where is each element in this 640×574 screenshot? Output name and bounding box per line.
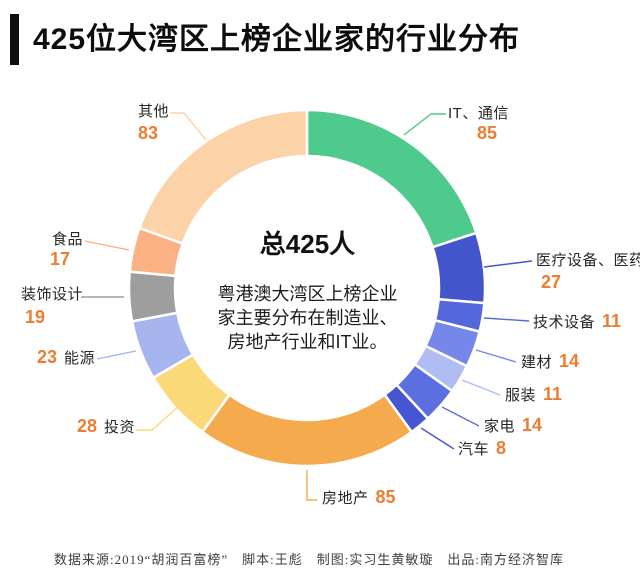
leader-line [483,260,533,268]
segment-value: 14 [522,415,543,435]
donut-segment [138,108,309,245]
leader-line [461,379,501,396]
segment-name: 家电 [484,418,516,435]
segment-name: 服装 [505,387,537,404]
segment-value: 28 [77,416,98,436]
description-line: 房地产行业和IT业。 [227,332,388,352]
leader-line [441,406,480,427]
segment-value: 17 [50,249,71,269]
description-line: 家主要分布在制造业、 [217,308,398,328]
header: 425位大湾区上榜企业家的行业分布 [0,0,640,80]
segment-name: 建材 [521,354,553,371]
segment-label: 汽车 8 [458,438,506,460]
segment-name: 汽车 [458,441,490,458]
segment-value: 8 [496,438,507,458]
segment-value: 85 [375,487,396,507]
segment-name: 其他 [138,103,170,120]
segment-label: 17 [50,249,70,270]
segment-label: 85 [477,123,497,144]
leader-line [420,427,455,450]
leader-line [136,406,179,431]
leader-line [475,349,517,363]
leader-line [84,240,130,251]
segment-label: 医疗设备、医药 [536,252,640,271]
donut-segment [127,270,179,323]
segment-value: 85 [477,123,498,143]
segment-name: 投资 [104,419,136,436]
segment-value: 27 [541,272,562,292]
donut-segment [201,393,413,468]
segment-label: 28 投资 [77,416,135,438]
leader-line [403,113,446,136]
chart-description: 粤港澳大湾区上榜企业 家主要分布在制造业、 房地产行业和IT业。 [187,282,428,354]
leader-line [306,470,317,501]
donut-segment [431,231,487,305]
segment-name: 技术设备 [533,314,596,331]
total-count-label: 总425人 [259,229,356,259]
leader-line [483,317,530,322]
segment-label: 家电 14 [484,415,542,437]
segment-name: 医疗设备、医药 [536,252,640,269]
title-accent-bar [10,14,19,65]
footer-credits: 数据来源:2019“胡润百富榜” 脚本:王彪 制图:实习生黄敏璇 出品:南方经济… [54,552,564,567]
leader-line [170,112,207,141]
segment-value: 23 [37,347,58,367]
segment-value: 14 [559,351,580,371]
segment-name: 装饰设计 [21,286,84,303]
segment-label: 装饰设计 [21,286,83,305]
segment-label: 23 能源 [37,347,95,369]
segment-name: 能源 [64,350,96,367]
segment-name: 食品 [52,231,84,248]
segment-label: 房地产 85 [322,487,396,509]
segment-name: IT、通信 [448,105,509,122]
segment-value: 19 [25,307,46,327]
chart-center-text: 总425人 粤港澳大湾区上榜企业 家主要分布在制造业、 房地产行业和IT业。 [187,224,428,354]
segment-label: 27 [541,272,561,293]
segment-label: 食品 [52,231,83,250]
segment-value: 11 [602,311,622,331]
segment-label: 19 [25,307,45,328]
description-line: 粤港澳大湾区上榜企业 [217,284,398,304]
segment-value: 11 [543,384,563,404]
segment-label: 建材 14 [521,351,579,373]
segment-label: 其他 [138,103,169,122]
segment-label: 服装 11 [505,384,562,406]
segment-label: IT、通信 [448,105,509,124]
segment-name: 房地产 [322,490,369,507]
segment-value: 83 [138,123,159,143]
segment-label: 技术设备 11 [533,311,621,333]
page-title: 425位大湾区上榜企业家的行业分布 [33,23,521,56]
segment-label: 83 [138,123,158,144]
leader-line [96,350,137,360]
